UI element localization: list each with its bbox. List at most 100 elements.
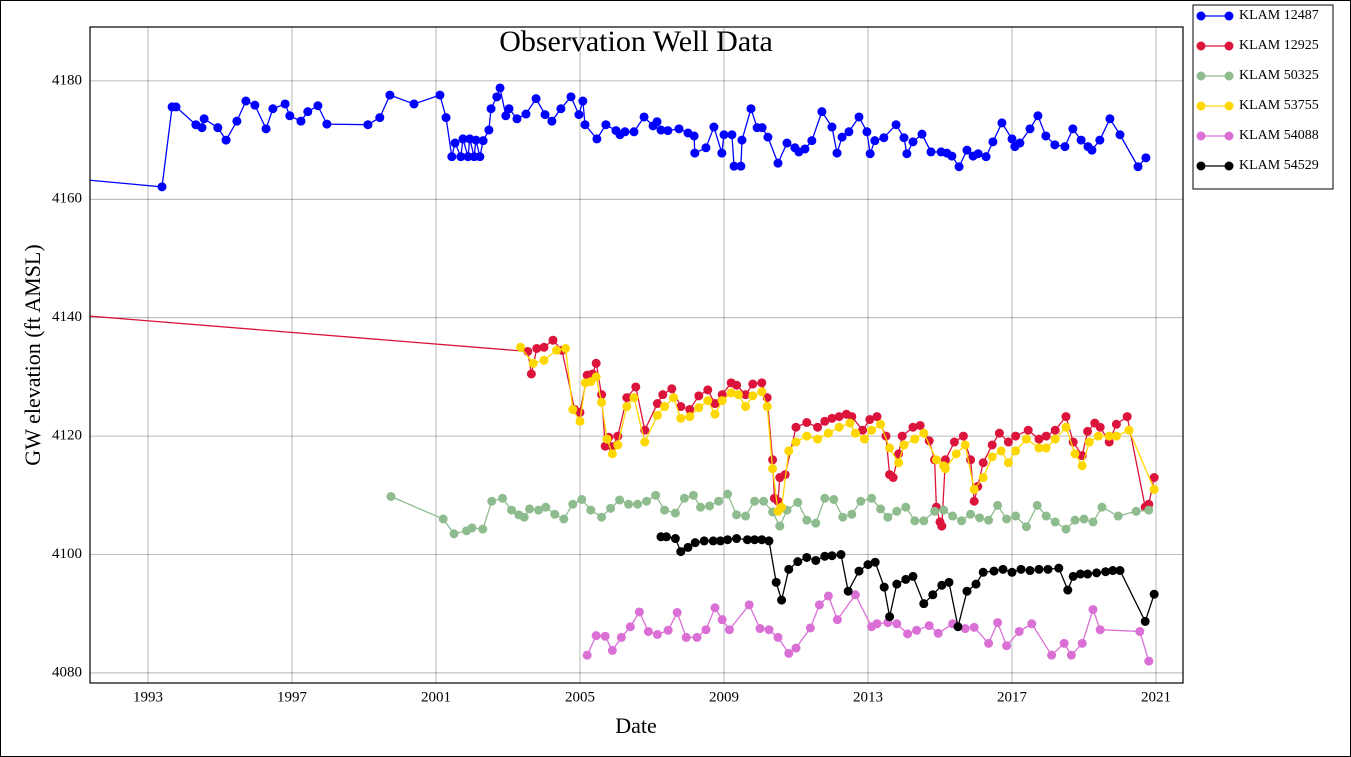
data-point <box>755 624 765 634</box>
data-point <box>829 494 839 504</box>
data-point <box>802 515 812 525</box>
data-point <box>710 399 720 409</box>
data-point <box>1104 431 1114 441</box>
data-point <box>375 113 385 123</box>
data-point <box>634 607 644 617</box>
legend-label: KLAM 12487 <box>1239 8 1319 23</box>
data-point <box>863 560 873 570</box>
data-point <box>732 534 742 544</box>
data-point <box>908 422 918 432</box>
data-point <box>643 626 653 636</box>
data-point <box>773 632 783 642</box>
data-point <box>782 138 792 148</box>
legend-marker <box>1224 161 1234 171</box>
data-point <box>940 464 950 474</box>
data-point <box>820 493 830 503</box>
data-point <box>784 564 794 574</box>
data-point <box>876 419 886 429</box>
data-point <box>519 512 529 522</box>
data-point <box>1023 425 1033 435</box>
legend-marker <box>1196 11 1206 21</box>
data-point <box>832 615 842 625</box>
data-point <box>1027 619 1037 629</box>
data-point <box>759 496 769 506</box>
data-point <box>975 513 985 523</box>
plot-area <box>90 83 1159 666</box>
data-point <box>548 335 558 345</box>
data-point <box>960 440 970 450</box>
data-point <box>660 402 670 412</box>
data-point <box>811 555 821 565</box>
data-point <box>811 518 821 528</box>
data-point <box>915 420 925 430</box>
data-point <box>1007 134 1017 144</box>
data-point <box>602 434 612 444</box>
series-line <box>586 593 1150 662</box>
data-point <box>1108 566 1118 576</box>
data-point <box>1032 500 1042 510</box>
x-tick-label: 2021 <box>1141 689 1171 705</box>
data-point <box>805 623 815 633</box>
data-point <box>600 441 610 451</box>
data-point <box>582 650 592 660</box>
data-point <box>777 595 787 605</box>
data-point <box>1034 564 1044 574</box>
data-point <box>1041 131 1051 141</box>
data-point <box>616 632 626 642</box>
data-point <box>714 496 724 506</box>
data-point <box>937 580 947 590</box>
data-point <box>683 542 693 552</box>
data-point <box>622 393 632 403</box>
data-point <box>568 404 578 414</box>
data-point <box>550 509 560 519</box>
x-tick-label: 1997 <box>277 689 308 705</box>
data-point <box>1011 431 1021 441</box>
data-point <box>793 557 803 567</box>
data-point <box>800 144 810 154</box>
data-point <box>993 618 1003 628</box>
data-point <box>741 402 751 412</box>
data-point <box>689 131 699 141</box>
data-point <box>486 104 496 114</box>
data-point <box>856 496 866 506</box>
data-point <box>1016 564 1026 574</box>
data-point <box>1144 505 1154 515</box>
data-point <box>591 372 601 382</box>
data-point <box>197 123 207 133</box>
data-point <box>791 437 801 447</box>
data-point <box>1054 563 1064 573</box>
data-point <box>1095 135 1105 145</box>
data-point <box>1105 114 1115 124</box>
data-point <box>784 446 794 456</box>
data-point <box>994 428 1004 438</box>
data-point <box>928 590 938 600</box>
data-point <box>838 512 848 522</box>
data-point <box>586 505 596 515</box>
data-point <box>385 90 395 100</box>
data-point <box>694 403 704 413</box>
data-point <box>660 505 670 515</box>
data-point <box>768 455 778 465</box>
data-point <box>1003 437 1013 447</box>
data-point <box>988 137 998 147</box>
data-point <box>501 111 511 121</box>
data-point <box>1025 124 1035 134</box>
data-point <box>303 107 313 117</box>
data-point <box>561 343 571 353</box>
data-point <box>924 621 934 631</box>
data-point <box>651 490 661 500</box>
data-point <box>1077 638 1087 648</box>
data-point <box>1011 511 1021 521</box>
data-point <box>528 358 538 368</box>
data-point <box>701 625 711 635</box>
data-point <box>742 535 752 545</box>
data-point <box>625 622 635 632</box>
data-point <box>652 410 662 420</box>
data-point <box>883 512 893 522</box>
data-point <box>901 574 911 584</box>
x-tick-label: 1993 <box>133 689 163 705</box>
data-point <box>908 137 918 147</box>
data-point <box>478 136 488 146</box>
data-point <box>531 94 541 104</box>
